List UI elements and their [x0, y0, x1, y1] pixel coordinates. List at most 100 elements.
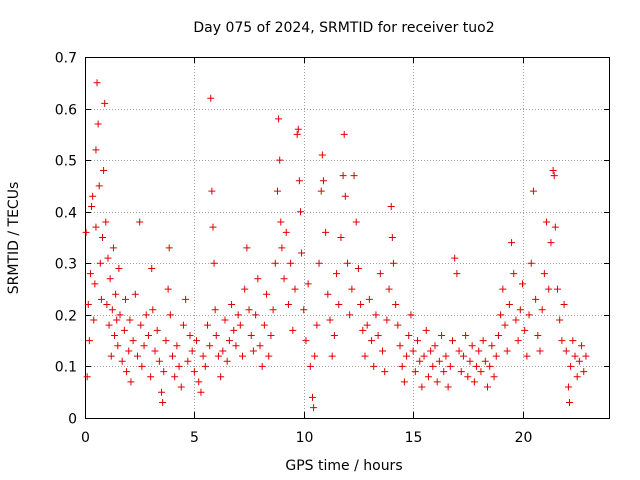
data-point — [144, 331, 152, 339]
data-point — [571, 352, 579, 360]
data-point — [232, 342, 240, 350]
data-point — [207, 94, 215, 102]
data-point — [84, 301, 92, 309]
data-point — [138, 362, 146, 370]
data-point — [554, 285, 561, 293]
data-point — [337, 234, 345, 241]
data-point — [361, 352, 369, 360]
data-point — [350, 172, 358, 180]
data-point — [295, 177, 303, 185]
data-point — [230, 326, 238, 334]
data-point — [166, 311, 174, 319]
data-point — [433, 378, 441, 386]
data-point — [142, 311, 150, 319]
data-point — [363, 321, 371, 329]
data-point — [473, 362, 481, 370]
data-points — [82, 79, 590, 412]
data-point — [92, 146, 100, 154]
data-point — [108, 306, 116, 314]
y-tick-label: 0.4 — [55, 206, 77, 222]
data-point — [169, 352, 176, 360]
data-point — [372, 311, 380, 319]
data-point — [96, 259, 104, 267]
data-point — [171, 373, 179, 381]
axes: 0 0.1 0.2 0.3 0.4 0.5 0.6 0.7 0 5 10 15 20 — [55, 51, 610, 446]
data-point — [370, 362, 378, 370]
data-point — [221, 316, 229, 324]
data-point — [427, 347, 435, 355]
y-tick-label: 0.3 — [55, 257, 77, 273]
data-point — [567, 362, 575, 370]
data-point — [83, 373, 91, 381]
data-point — [179, 321, 187, 329]
data-point — [211, 306, 219, 314]
data-point — [109, 244, 117, 252]
data-point — [510, 270, 518, 278]
data-point — [107, 352, 115, 360]
data-point — [228, 301, 236, 309]
data-point — [276, 156, 284, 164]
data-point — [464, 373, 472, 381]
data-point — [519, 280, 526, 288]
data-point — [214, 352, 222, 360]
data-point — [118, 357, 126, 365]
data-point — [352, 218, 360, 226]
data-point — [267, 331, 275, 339]
data-point — [512, 316, 520, 324]
data-point — [488, 342, 496, 350]
data-point — [249, 347, 257, 355]
data-point — [475, 347, 483, 355]
data-point — [282, 228, 290, 236]
data-point — [418, 383, 426, 391]
data-point — [131, 290, 139, 298]
data-point — [97, 295, 105, 303]
y-tick-label: 0 — [68, 412, 77, 428]
y-tick-label: 0.5 — [55, 154, 77, 170]
data-point — [165, 244, 173, 252]
data-point — [223, 357, 231, 365]
data-point — [550, 172, 558, 180]
data-point — [309, 393, 316, 401]
plot-frame — [85, 57, 610, 419]
data-point — [387, 203, 395, 211]
data-point — [184, 357, 192, 365]
data-point — [106, 275, 114, 283]
data-point — [209, 223, 217, 231]
data-point — [403, 352, 411, 360]
data-point — [127, 378, 135, 386]
data-point — [116, 311, 124, 319]
data-point — [280, 275, 288, 283]
data-point — [123, 368, 131, 376]
data-point — [90, 316, 98, 324]
data-point — [534, 331, 542, 339]
data-point — [164, 285, 172, 293]
data-point — [525, 311, 533, 319]
data-point — [310, 404, 318, 412]
data-point — [99, 234, 106, 241]
data-point — [580, 368, 588, 376]
data-point — [319, 177, 327, 185]
data-point — [484, 383, 491, 391]
data-point — [243, 244, 251, 252]
data-point — [398, 362, 406, 370]
data-point — [459, 352, 467, 360]
data-point — [241, 285, 249, 293]
data-point — [103, 301, 111, 309]
data-point — [85, 337, 93, 345]
data-point — [225, 337, 233, 345]
data-point — [236, 321, 244, 329]
data-point — [129, 337, 137, 345]
x-axis-label: GPS time / hours — [285, 458, 402, 474]
data-point — [505, 301, 513, 309]
data-point — [324, 290, 332, 298]
data-point — [111, 331, 119, 339]
data-point — [284, 301, 292, 309]
data-point — [442, 352, 450, 360]
data-point — [219, 347, 227, 355]
data-point — [494, 331, 502, 339]
data-point — [503, 347, 511, 355]
data-point — [392, 301, 400, 309]
data-point — [115, 264, 123, 272]
data-point — [501, 321, 509, 329]
